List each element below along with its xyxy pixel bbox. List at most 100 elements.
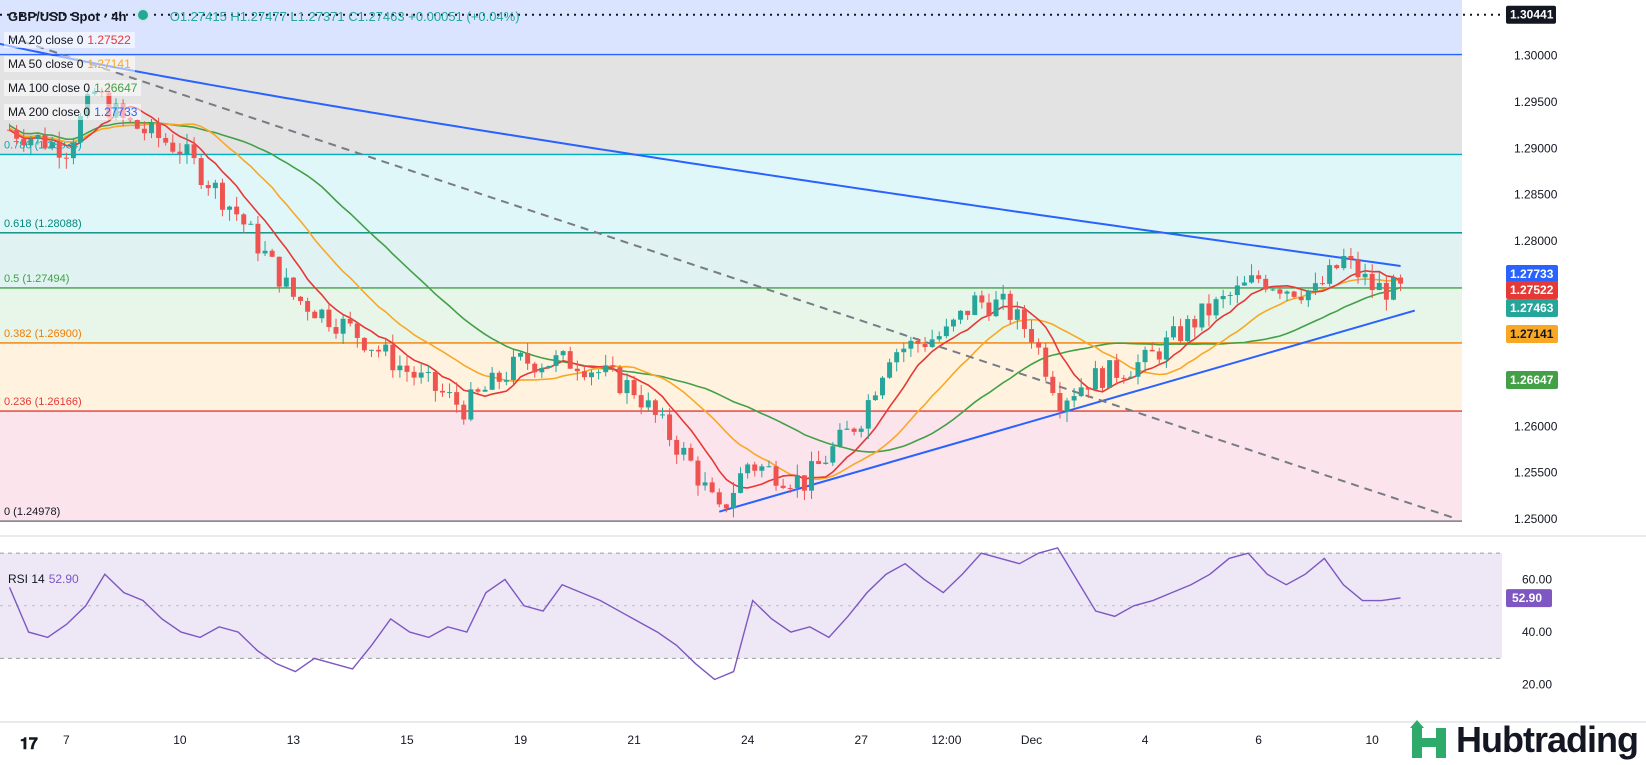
candle-body — [787, 487, 793, 489]
candle-body — [290, 277, 296, 297]
ma50-legend[interactable]: MA 50 close 0 1.27141 — [4, 56, 135, 72]
candle-body — [227, 206, 233, 210]
candle-body — [745, 464, 751, 474]
candle-body — [425, 371, 431, 373]
candle-body — [702, 482, 708, 486]
price-tick-label: 1.25000 — [1514, 512, 1558, 526]
candle-body — [305, 300, 311, 312]
time-tick-label: 13 — [287, 733, 301, 747]
symbol-title: GBP/USD Spot · 4h — [8, 9, 127, 24]
resistance-trendline-dashed — [9, 36, 1458, 521]
candle-body — [560, 351, 566, 356]
candle-body — [730, 492, 736, 509]
candle-body — [1199, 303, 1205, 328]
rsi-last-tag — [1506, 589, 1552, 608]
fib-label: 0.236 (1.26166) — [4, 396, 82, 408]
candle-body — [28, 139, 34, 146]
candle-body — [858, 428, 864, 432]
candle-body — [1057, 392, 1063, 412]
candle-body — [1220, 295, 1226, 300]
candle-body — [361, 337, 367, 351]
candle-body — [283, 277, 289, 287]
price-tick-label: 1.25500 — [1514, 466, 1558, 480]
dotted-level-label: 1.30441 — [1510, 8, 1554, 22]
candle-body — [56, 142, 62, 158]
candle-body — [248, 223, 254, 225]
candle-body — [219, 182, 225, 210]
candle-body — [397, 365, 403, 371]
candle-body — [510, 356, 516, 381]
fib-zone — [0, 154, 1462, 233]
candle-body — [134, 120, 140, 129]
candle-body — [659, 414, 665, 416]
price-tag — [1506, 371, 1558, 389]
candle-body — [1270, 289, 1276, 291]
tradingview-logo-icon[interactable]: 𝟏𝟕 — [20, 736, 38, 753]
ma20-label: MA 20 close 0 — [8, 33, 84, 47]
candle-body — [432, 371, 438, 391]
fib-zone — [0, 232, 1462, 288]
candle-body — [184, 144, 190, 155]
candle-body — [70, 142, 76, 159]
rsi-label: RSI 14 — [8, 572, 45, 586]
candle-body — [645, 400, 651, 408]
candle-body — [1383, 282, 1389, 300]
ohlc-readout: O1.27415 H1.27477 L1.27371 C1.27463 +0.0… — [169, 9, 520, 24]
ma200-value: 1.27733 — [94, 105, 138, 119]
time-tick-label: 19 — [514, 733, 528, 747]
candle-body — [894, 352, 900, 363]
candle-body — [709, 482, 715, 493]
candle-body — [1327, 265, 1333, 284]
candle-body — [809, 461, 815, 491]
candle-body — [1291, 291, 1297, 297]
ma200-legend[interactable]: MA 200 close 0 1.27733 — [4, 104, 142, 120]
candle-body — [752, 464, 758, 471]
candle-body — [1398, 277, 1404, 284]
ma50-line — [9, 122, 1401, 481]
candle-body — [418, 372, 424, 378]
candle-body — [1050, 376, 1056, 393]
candle-body — [1341, 255, 1347, 269]
candle-body — [439, 390, 445, 393]
candle-body — [340, 318, 346, 334]
candle-body — [1170, 326, 1176, 338]
candle-body — [823, 462, 829, 464]
candle-body — [1263, 278, 1269, 290]
rsi-tick-label: 60.00 — [1522, 572, 1552, 586]
candle-body — [383, 344, 389, 352]
candle-body — [149, 122, 154, 134]
price-tag-label: 1.27522 — [1510, 283, 1554, 297]
candle-body — [461, 404, 467, 420]
candle-body — [844, 428, 850, 430]
candle-body — [347, 318, 353, 324]
fib-label: 0.618 (1.28088) — [4, 218, 82, 230]
candle-body — [489, 372, 495, 390]
candle-body — [851, 428, 857, 432]
candle-body — [1256, 275, 1262, 279]
candle-body — [212, 182, 218, 189]
candle-body — [979, 295, 985, 303]
ma20-legend[interactable]: MA 20 close 0 1.27522 — [4, 32, 135, 48]
candle-body — [49, 142, 55, 149]
candle-body — [1156, 351, 1162, 360]
candle-body — [539, 367, 545, 373]
candle-body — [191, 144, 197, 159]
candle-body — [1107, 360, 1113, 388]
candle-body — [1369, 273, 1375, 291]
candle-body — [1007, 293, 1013, 320]
ma100-legend[interactable]: MA 100 close 0 1.26647 — [4, 80, 142, 96]
candle-body — [376, 349, 382, 352]
candle-body — [546, 365, 552, 368]
candle-body — [177, 151, 183, 155]
candle-body — [1355, 259, 1361, 278]
candle-body — [589, 372, 594, 378]
candle-body — [1206, 303, 1212, 316]
price-tag-label: 1.26647 — [1510, 373, 1554, 387]
candle-body — [603, 365, 609, 373]
candle-body — [1178, 326, 1184, 341]
candle-body — [170, 142, 176, 152]
candle-body — [610, 365, 616, 368]
candle-body — [574, 368, 580, 372]
rsi-legend[interactable]: RSI 14 52.90 — [8, 572, 79, 586]
